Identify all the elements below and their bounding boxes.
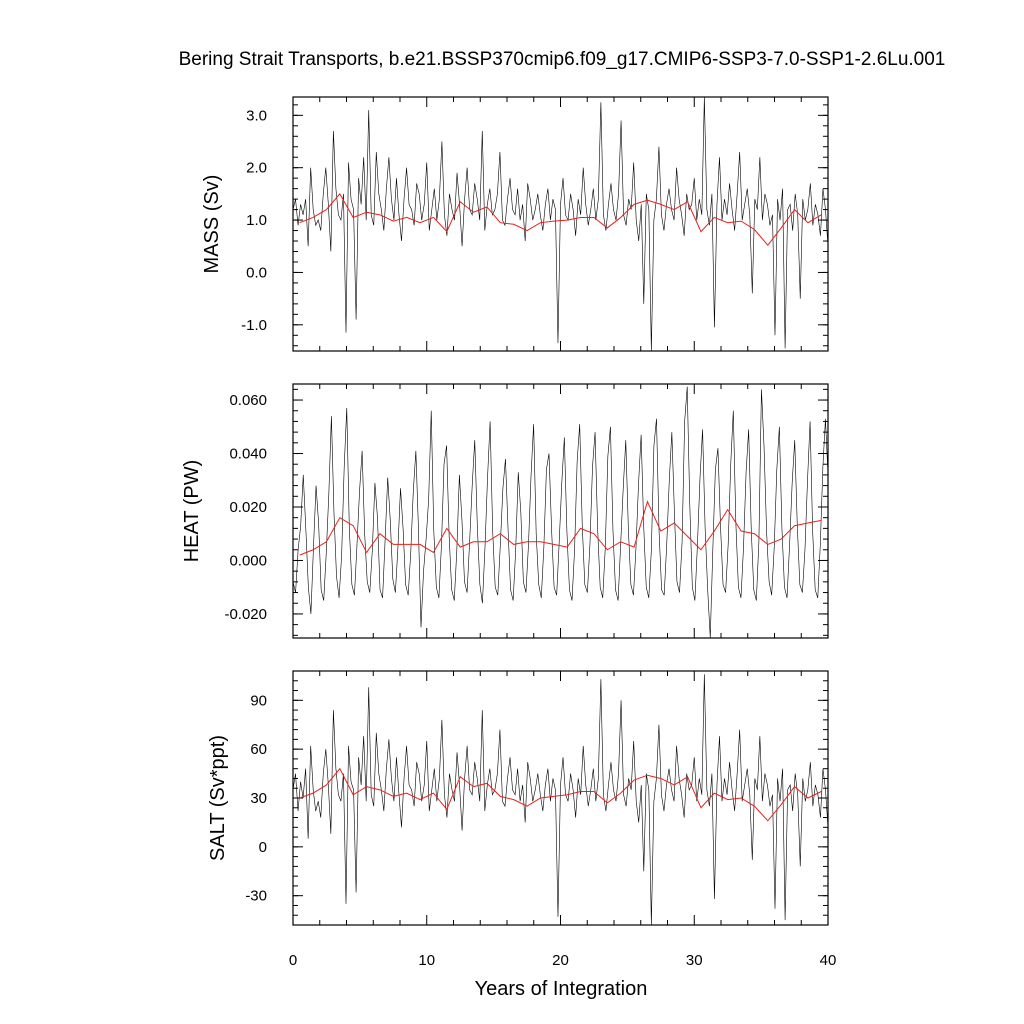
mass-y-tick-label: 2.0: [246, 160, 267, 177]
salt-annual-mean-series: [299, 767, 822, 822]
x-tick-label: 30: [686, 952, 703, 969]
salt-y-axis-title: SALT (Sv*ppt): [207, 735, 229, 861]
heat-monthly-series: [292, 386, 829, 639]
heat-y-axis-title: HEAT (PW): [181, 460, 203, 563]
salt-axis-ticks: -30 0 30 60 90: [245, 670, 829, 926]
salt-monthly-series: [292, 674, 829, 926]
heat-y-tick-label: 0.000: [229, 552, 267, 569]
heat-monthly-line: [292, 386, 829, 639]
salt-y-tick-label: -30: [245, 888, 267, 905]
heat-annual-mean-line: [299, 500, 822, 556]
x-tick-label: 20: [552, 952, 569, 969]
salt-y-tick-label: 60: [250, 741, 267, 758]
salt-annual-mean-line: [299, 767, 822, 822]
heat-y-tick-label: 0.060: [229, 392, 267, 409]
mass-y-tick-label: 1.0: [246, 212, 267, 229]
mass-axis-ticks: -1.0 0.0 1.0 2.0 3.0: [241, 97, 829, 351]
mass-y-tick-label: 0.0: [246, 264, 267, 281]
mass-panel: -1.0 0.0 1.0 2.0 3.0 MASS (Sv): [201, 96, 829, 352]
salt-y-tick-label: 30: [250, 790, 267, 807]
heat-y-tick-label: -0.020: [224, 606, 267, 623]
x-axis-title: Years of Integration: [475, 978, 648, 1000]
heat-annual-mean-series: [299, 500, 822, 556]
mass-y-tick-label: -1.0: [241, 317, 267, 334]
heat-axis-ticks: -0.020 0.000 0.020 0.040 0.060: [224, 384, 829, 638]
salt-panel: -30 0 30 60 90 SALT (Sv*ppt): [207, 670, 829, 926]
heat-y-tick-label: 0.040: [229, 446, 267, 463]
heat-y-tick-label: 0.020: [229, 499, 267, 516]
heat-panel: -0.020 0.000 0.020 0.040 0.060 HEAT (PW): [181, 383, 829, 639]
mass-y-tick-label: 3.0: [246, 107, 267, 124]
mass-annual-mean-line: [299, 193, 822, 247]
salt-monthly-line: [292, 674, 829, 926]
mass-monthly-line: [292, 96, 829, 352]
mass-monthly-series: [292, 96, 829, 352]
x-tick-label: 10: [418, 952, 435, 969]
chart-title: Bering Strait Transports, b.e21.BSSP370c…: [179, 49, 946, 70]
x-tick-label: 0: [289, 952, 297, 969]
salt-y-tick-label: 0: [259, 839, 267, 856]
mass-annual-mean-series: [299, 193, 822, 247]
x-tick-label: 40: [820, 952, 837, 969]
mass-y-axis-title: MASS (Sv): [201, 175, 223, 274]
salt-y-tick-label: 90: [250, 692, 267, 709]
x-axis-tick-labels: 0 10 20 30 40: [289, 952, 837, 969]
